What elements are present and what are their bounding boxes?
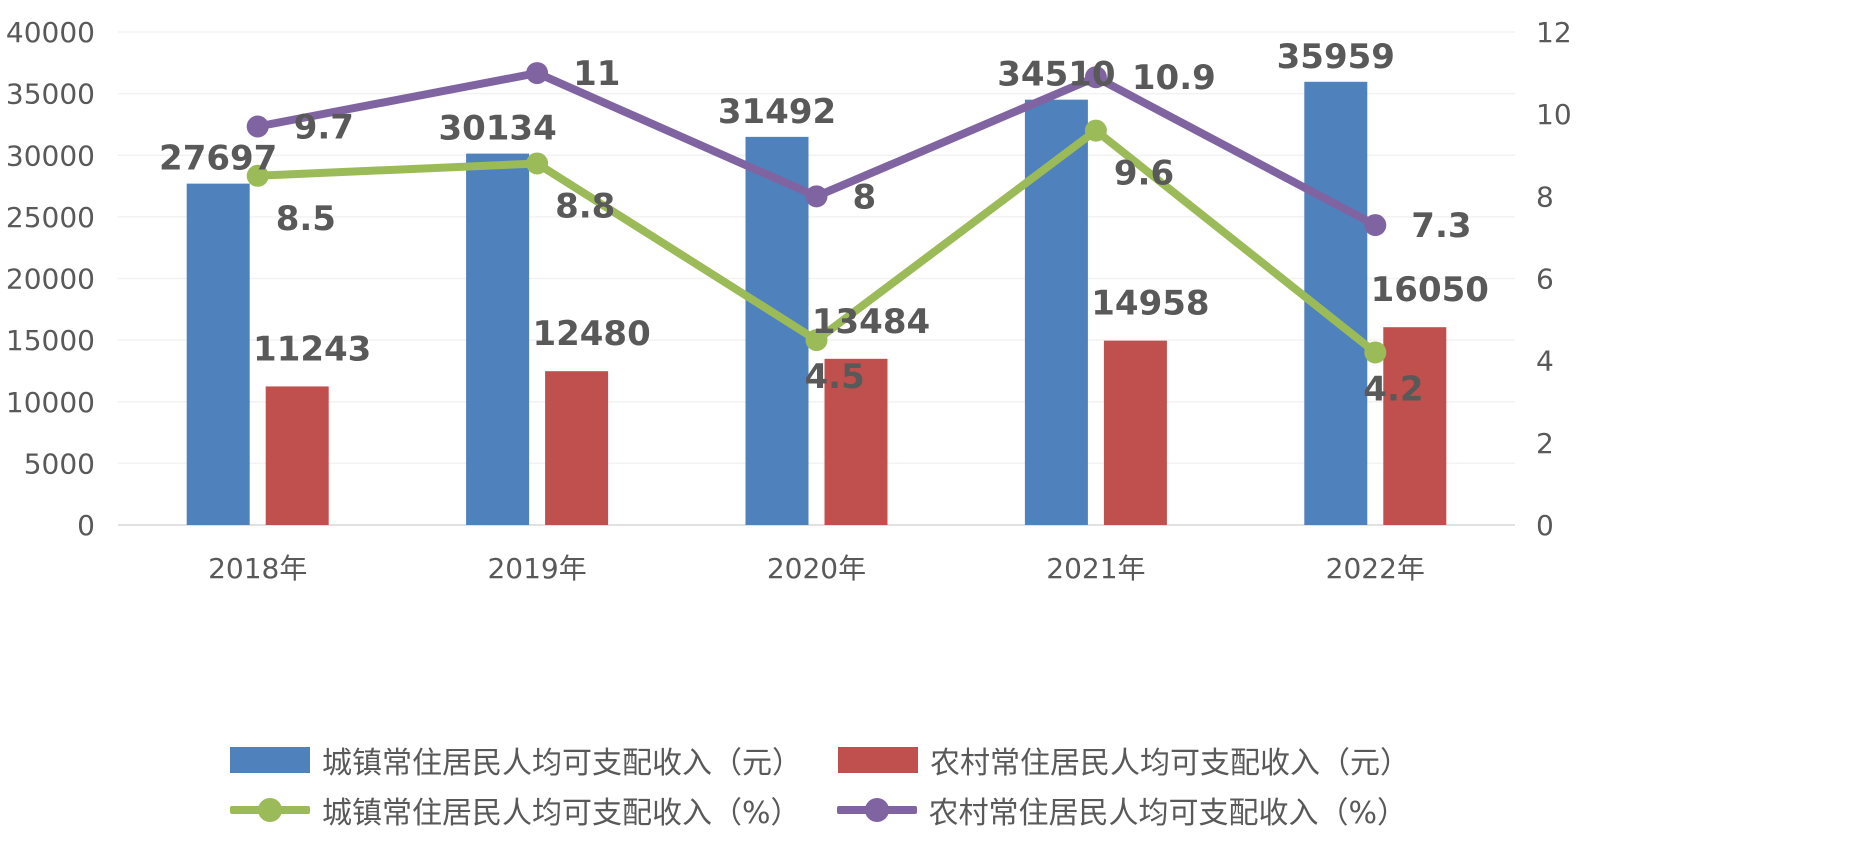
y2-tick-label: 8 <box>1536 180 1554 213</box>
x-tick-label: 2022年 <box>1326 552 1425 585</box>
legend-swatch-urban-growth <box>230 797 310 823</box>
bar <box>824 358 888 525</box>
y2-tick-label: 2 <box>1536 427 1554 460</box>
line-point <box>1084 119 1107 142</box>
line-point <box>246 164 269 187</box>
y-tick-label: 5000 <box>24 447 95 480</box>
data-label: 8.8 <box>555 186 615 226</box>
legend-swatch-urban-income <box>230 747 310 773</box>
data-label: 8.5 <box>276 199 336 239</box>
x-axis: 2018年 2019年 2020年 2021年 2022年 <box>118 524 1515 585</box>
line-point <box>1364 341 1387 364</box>
legend-item-urban-growth: 城镇常住居民人均可支配收入（%） <box>230 788 801 832</box>
y2-tick-label: 6 <box>1536 263 1554 296</box>
legend-item-rural-growth: 农村常住居民人均可支配收入（%） <box>836 788 1408 832</box>
data-label: 27697 <box>159 139 277 179</box>
y2-tick-label: 4 <box>1536 345 1554 378</box>
legend-label-rural-growth: 农村常住居民人均可支配收入（%） <box>928 796 1408 831</box>
data-label: 14958 <box>1091 284 1209 324</box>
y-tick-label: 40000 <box>6 16 95 49</box>
y-tick-label: 15000 <box>6 324 95 357</box>
y2-tick-label: 0 <box>1536 509 1554 542</box>
data-label: 12480 <box>532 314 650 354</box>
right-axis: 0 2 4 6 8 10 12 <box>1536 16 1572 542</box>
data-label: 11 <box>573 54 620 94</box>
x-tick-label: 2019年 <box>487 552 586 585</box>
line-point <box>805 185 828 208</box>
line-point <box>526 62 549 85</box>
data-label: 35959 <box>1277 37 1395 77</box>
line-point <box>1364 214 1387 237</box>
y-tick-label: 20000 <box>6 263 95 296</box>
data-label: 9.6 <box>1114 154 1174 194</box>
y2-tick-label: 10 <box>1536 98 1572 131</box>
legend-swatch-rural-income <box>838 747 918 773</box>
bar <box>1383 327 1447 525</box>
data-label: 4.2 <box>1363 369 1423 409</box>
y2-tick-label: 12 <box>1536 16 1572 49</box>
data-label: 10.9 <box>1132 58 1216 98</box>
legend-item-rural-income: 农村常住居民人均可支配收入（元） <box>838 738 1410 782</box>
x-tick-label: 2020年 <box>767 552 866 585</box>
x-tick-label: 2018年 <box>208 552 307 585</box>
gridlines <box>118 31 1515 526</box>
line-point <box>805 329 828 352</box>
bar <box>186 183 250 526</box>
bar <box>1024 99 1088 526</box>
legend-label-rural-income: 农村常住居民人均可支配收入（元） <box>930 746 1410 781</box>
data-label: 7.3 <box>1411 206 1471 246</box>
data-label: 13484 <box>812 302 930 342</box>
data-label: 9.7 <box>294 107 354 147</box>
data-labels: 27697 30134 31492 34510 35959 11243 12480 13484… <box>159 37 1489 410</box>
lines <box>246 62 1387 364</box>
data-label: 11243 <box>253 329 371 369</box>
bar <box>1103 340 1167 525</box>
y-tick-label: 35000 <box>6 78 95 111</box>
legend-row-lines: 城镇常住居民人均可支配收入（%） 农村常住居民人均可支配收入（%） <box>230 785 1630 835</box>
x-tick-label: 2021年 <box>1046 552 1145 585</box>
y-tick-label: 10000 <box>6 386 95 419</box>
bars <box>186 81 1447 526</box>
bar <box>265 386 329 525</box>
left-axis: 0 5000 10000 15000 20000 25000 30000 35000 40000 <box>6 16 95 542</box>
data-label: 8 <box>853 177 877 217</box>
data-label: 30134 <box>438 109 556 149</box>
bar <box>466 153 530 525</box>
legend-label-urban-income: 城镇常住居民人均可支配收入（元） <box>322 746 802 781</box>
legend-swatch-rural-growth <box>836 797 917 823</box>
bar <box>545 371 609 525</box>
legend-label-urban-growth: 城镇常住居民人均可支配收入（%） <box>322 796 801 831</box>
data-label: 31492 <box>718 92 836 132</box>
legend-item-urban-income: 城镇常住居民人均可支配收入（元） <box>230 738 802 782</box>
line-point <box>526 152 549 175</box>
line-point <box>1084 66 1107 89</box>
line-point <box>246 115 269 138</box>
legend: 城镇常住居民人均可支配收入（元） 农村常住居民人均可支配收入（元） 城镇常住居民… <box>230 735 1630 835</box>
y-tick-label: 30000 <box>6 139 95 172</box>
y-tick-label: 0 <box>77 509 95 542</box>
data-label: 34510 <box>997 55 1115 95</box>
data-label: 4.5 <box>805 357 865 397</box>
legend-row-bars: 城镇常住居民人均可支配收入（元） 农村常住居民人均可支配收入（元） <box>230 735 1630 785</box>
y-tick-label: 25000 <box>6 201 95 234</box>
data-label: 16050 <box>1371 270 1489 310</box>
chart: 0 5000 10000 15000 20000 25000 30000 35000 40000… <box>6 16 1572 585</box>
